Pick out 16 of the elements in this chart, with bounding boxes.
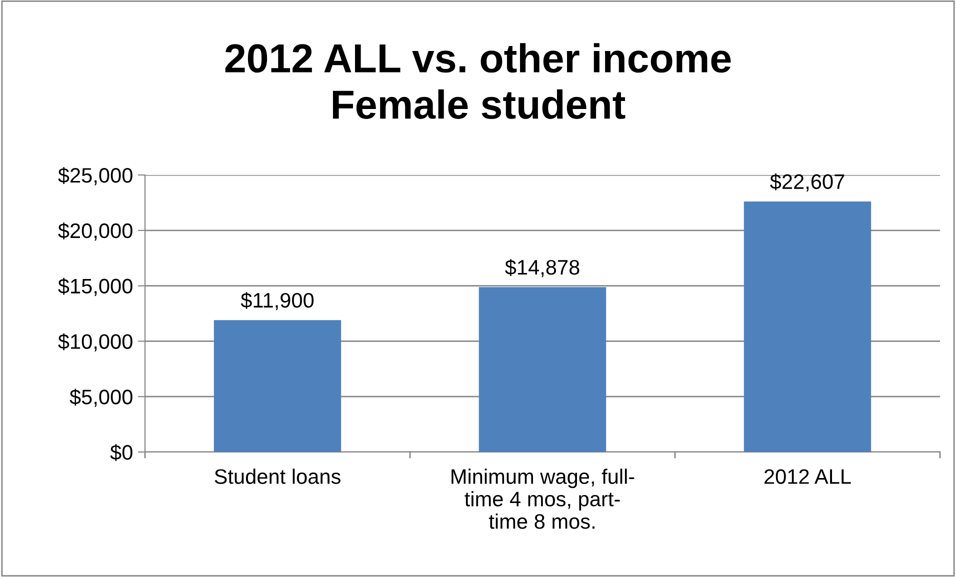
y-tick-label: $25,000	[58, 167, 132, 186]
y-tick-label: $15,000	[58, 278, 132, 296]
y-tick-label: $0	[110, 444, 132, 461]
bar	[478, 287, 606, 452]
y-tick-label: $10,000	[58, 333, 132, 352]
y-tick-label: $20,000	[58, 222, 132, 241]
data-label: $11,900	[240, 292, 314, 310]
bar	[744, 202, 872, 452]
bar	[214, 320, 342, 452]
data-label: $22,607	[770, 173, 844, 192]
x-tick-label: Minimum wage, full-time 4 mos, part-time 8 mos.	[452, 468, 634, 529]
data-label: $14,878	[505, 259, 580, 278]
x-tick-label: 2012 ALL	[764, 469, 851, 484]
y-tick-label: $5,000	[70, 388, 132, 407]
chart-title: 2012 ALL vs. other income Female student	[225, 43, 731, 119]
x-tick-label: Student loans	[214, 468, 340, 484]
